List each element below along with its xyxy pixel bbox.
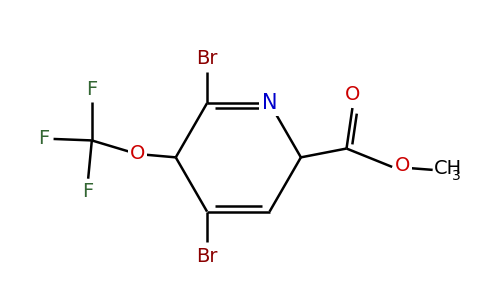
Text: F: F xyxy=(38,130,49,148)
Text: 3: 3 xyxy=(452,169,461,183)
Text: F: F xyxy=(86,80,97,99)
Text: O: O xyxy=(130,144,145,163)
Text: F: F xyxy=(83,182,94,201)
Text: Br: Br xyxy=(197,49,218,68)
Text: O: O xyxy=(345,85,360,104)
Text: O: O xyxy=(395,156,410,175)
Text: N: N xyxy=(262,93,277,113)
Text: CH: CH xyxy=(434,159,462,178)
Text: Br: Br xyxy=(197,247,218,266)
